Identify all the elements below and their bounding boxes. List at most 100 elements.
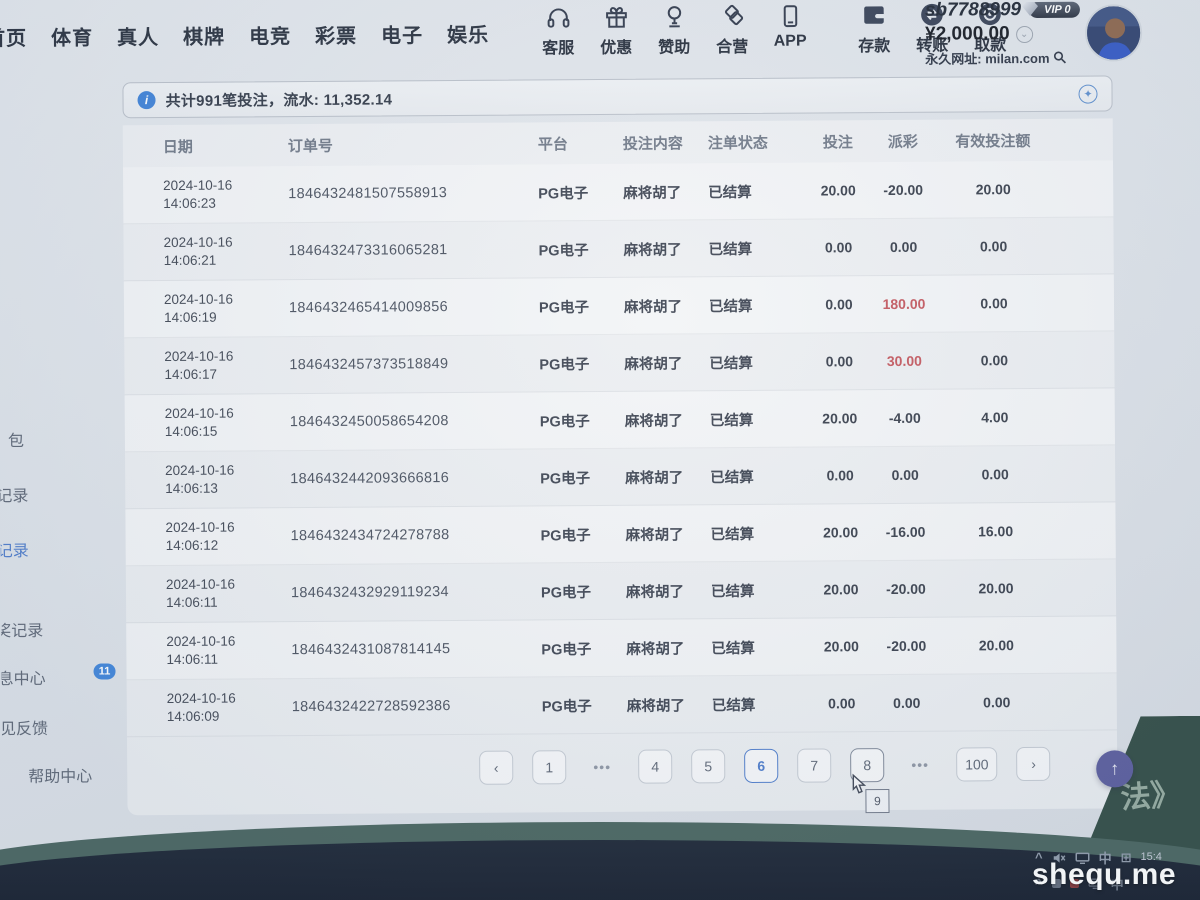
nav-item-电竞[interactable]: 电竞 (249, 26, 292, 49)
cell-valid-amount: 0.00 (980, 352, 1009, 369)
quick-link-合营[interactable]: 合营 (711, 3, 753, 57)
cell-valid-amount: 20.00 (978, 637, 1014, 654)
cell-valid-amount: 4.00 (981, 409, 1009, 426)
page-button-6[interactable]: 6 (744, 748, 779, 784)
table-row: 2024-10-16 14:06:13 1846432442093666816 PG电… (125, 445, 1116, 510)
watermark: shequ.me (1032, 858, 1177, 891)
prev-page-button[interactable]: ‹ (479, 750, 514, 785)
date-value: 2024-10-16 (165, 519, 235, 535)
headset-icon (545, 4, 571, 30)
cell-bet-amount: 0.00 (825, 353, 854, 370)
expand-icon[interactable]: ✦ (1078, 84, 1098, 104)
cell-bet-content: 麻将胡了 (626, 697, 685, 715)
refresh-balance-icon[interactable]: ⌄ (1015, 25, 1033, 43)
cell-order-number: 1846432481507558913 (288, 185, 448, 203)
cell-valid-amount: 0.00 (980, 295, 1008, 312)
ime-indicator-2[interactable]: 中 (1110, 877, 1124, 892)
tray-chevron-icon[interactable]: ^ (1035, 850, 1043, 865)
cell-date: 2024-10-16 14:06:19 (164, 290, 289, 327)
nav-item-电子[interactable]: 电子 (381, 25, 424, 48)
display-icon-2[interactable] (1088, 878, 1102, 889)
sidebar-item-记录[interactable]: 记录 (0, 487, 29, 506)
time-value: 14:06:09 (166, 708, 220, 725)
quick-link-APP[interactable]: APP (769, 3, 811, 57)
table-row: 2024-10-16 14:06:17 1846432457373518849 PG电… (124, 331, 1115, 396)
cell-payout: -4.00 (888, 409, 921, 426)
cell-status: 已结算 (709, 355, 753, 372)
account-link-存款[interactable]: 存款 (853, 2, 895, 56)
cell-status: 已结算 (710, 526, 755, 543)
cell-date: 2024-10-16 14:06:15 (165, 404, 290, 441)
nav-item-真人[interactable]: 真人 (117, 27, 160, 50)
coin-icon (977, 1, 1003, 27)
account-link-取款[interactable]: 取款 (969, 1, 1011, 55)
account-link-转账[interactable]: 转账 (911, 2, 953, 56)
trophy-icon (661, 3, 687, 29)
nav-item-娱乐[interactable]: 娱乐 (447, 24, 490, 48)
cell-bet-amount: 20.00 (823, 638, 859, 655)
cell-order-number: 1846432473316065281 (288, 242, 448, 260)
back-to-top-button[interactable]: ↑ (1096, 750, 1134, 788)
tray-app-icon-red[interactable] (1069, 879, 1079, 888)
grid-icon[interactable]: ⊞ (1120, 849, 1132, 865)
cell-platform: PG电子 (539, 413, 590, 430)
cell-payout: -20.00 (886, 637, 927, 655)
table-row: 2024-10-16 14:06:11 1846432431087814145 PG电… (126, 616, 1117, 681)
time-value: 14:06:11 (166, 651, 219, 668)
cell-platform: PG电子 (540, 584, 592, 601)
page-ellipsis: ••• (593, 758, 612, 776)
nav-item-彩票[interactable]: 彩票 (315, 25, 358, 48)
page-button-4[interactable]: 4 (638, 749, 673, 784)
time-value: 14:06:11 (166, 594, 218, 611)
cell-bet-amount: 0.00 (824, 239, 853, 256)
cell-payout: 30.00 (886, 352, 922, 369)
page-button-100[interactable]: 100 (956, 747, 998, 782)
sidebar-item-息中心[interactable]: 息中心 (0, 670, 46, 689)
date-value: 2024-10-16 (164, 405, 234, 421)
avatar[interactable] (1084, 4, 1143, 62)
sidebar-item-包[interactable]: 包 (7, 433, 25, 451)
speaker-muted-icon[interactable] (1052, 852, 1066, 864)
page-button-7[interactable]: 7 (797, 748, 832, 783)
transfer-icon (919, 2, 945, 28)
cell-status: 已结算 (709, 412, 754, 429)
quick-link-赞助[interactable]: 赞助 (653, 3, 695, 57)
cell-platform: PG电子 (538, 185, 589, 202)
phone-icon (777, 3, 803, 29)
cell-payout: 180.00 (882, 295, 926, 313)
tray-app-icon[interactable] (1051, 879, 1061, 888)
cell-platform: PG电子 (539, 356, 590, 373)
nav-item-体育[interactable]: 体育 (51, 27, 94, 50)
sidebar-item-记录[interactable]: 记录 (0, 542, 29, 561)
nav-item-首页[interactable]: 首页 (0, 27, 28, 51)
page-hover-tooltip: 9 (865, 788, 890, 814)
sidebar-item-奖记录[interactable]: 奖记录 (0, 622, 44, 641)
ime-indicator[interactable]: 中 (1098, 851, 1112, 866)
nav-item-棋牌[interactable]: 棋牌 (183, 26, 226, 49)
page-button-5[interactable]: 5 (691, 749, 726, 784)
date-value: 2024-10-16 (163, 291, 234, 307)
clock: 15:4 (1140, 850, 1162, 863)
cell-bet-content: 麻将胡了 (625, 526, 684, 544)
next-page-button[interactable]: › (1016, 746, 1051, 782)
quick-link-客服[interactable]: 客服 (537, 4, 579, 58)
column-header-订单号: 订单号 (287, 137, 333, 155)
page-button-1[interactable]: 1 (532, 750, 567, 785)
cell-payout: -16.00 (885, 523, 926, 541)
sidebar-item-帮助中心[interactable]: 帮助中心 (28, 768, 93, 786)
quick-link-优惠[interactable]: 优惠 (595, 4, 637, 58)
cell-valid-amount: 0.00 (983, 694, 1011, 711)
cell-valid-amount: 16.00 (977, 523, 1014, 540)
column-header-平台: 平台 (537, 135, 568, 153)
sidebar-item-见反馈[interactable]: 见反馈 (0, 720, 49, 739)
time-value: 14:06:19 (164, 309, 217, 326)
gift-icon (603, 4, 629, 30)
tray-chevron-icon-2[interactable]: ^ (1035, 876, 1043, 891)
cell-platform: PG电子 (541, 641, 592, 658)
display-icon[interactable] (1075, 852, 1090, 864)
cell-bet-content: 麻将胡了 (623, 298, 683, 316)
date-value: 2024-10-16 (164, 348, 234, 364)
magnifier-icon[interactable] (1052, 50, 1067, 65)
